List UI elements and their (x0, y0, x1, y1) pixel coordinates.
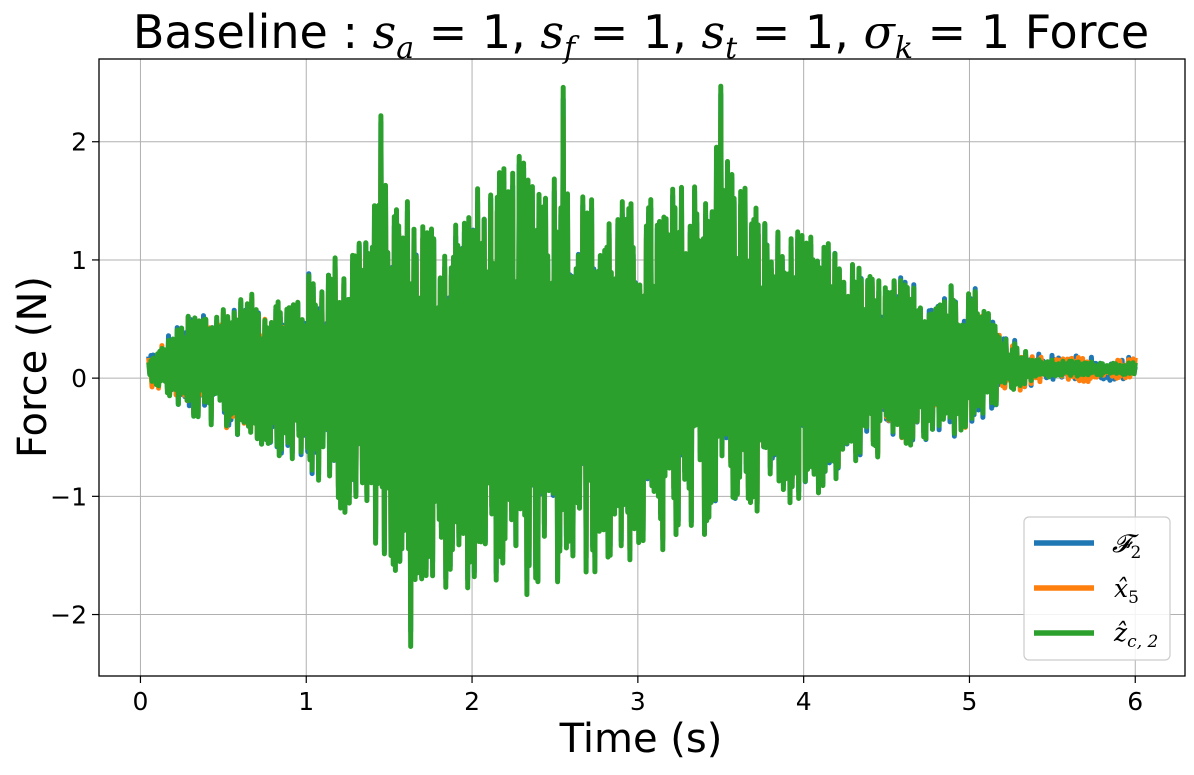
x-tick-label: 0 (132, 687, 148, 716)
x-axis-label: Time (s) (559, 716, 723, 762)
y-tick-label: 2 (71, 128, 87, 157)
x-tick-label: 3 (630, 687, 646, 716)
series-group (146, 83, 1138, 649)
series-line-2 (146, 83, 1138, 649)
y-tick-label: −1 (50, 482, 87, 511)
x-tick-label: 2 (464, 687, 480, 716)
chart-title: Baseline : sa = 1, sf = 1, st = 1, σk = … (133, 5, 1149, 66)
y-tick-label: 1 (71, 246, 87, 275)
ticks: 0 1 2 3 4 5 6 −2 −1 0 1 2 (50, 128, 1143, 716)
legend-label-x5: x̂5 (1114, 574, 1139, 608)
x-tick-label: 1 (298, 687, 314, 716)
plot-frame (98, 58, 1186, 677)
legend: 𝓕2 x̂5 ẑc, 2 (1023, 516, 1171, 661)
y-tick-label: −2 (50, 601, 87, 630)
y-axis-label: Force (N) (10, 276, 56, 458)
x-tick-label: 6 (1127, 687, 1143, 716)
x-tick-label: 5 (962, 687, 978, 716)
legend-label-zc2: ẑc, 2 (1113, 618, 1158, 652)
legend-box (1023, 516, 1171, 661)
x-tick-label: 4 (796, 687, 812, 716)
y-tick-label: 0 (71, 364, 87, 393)
